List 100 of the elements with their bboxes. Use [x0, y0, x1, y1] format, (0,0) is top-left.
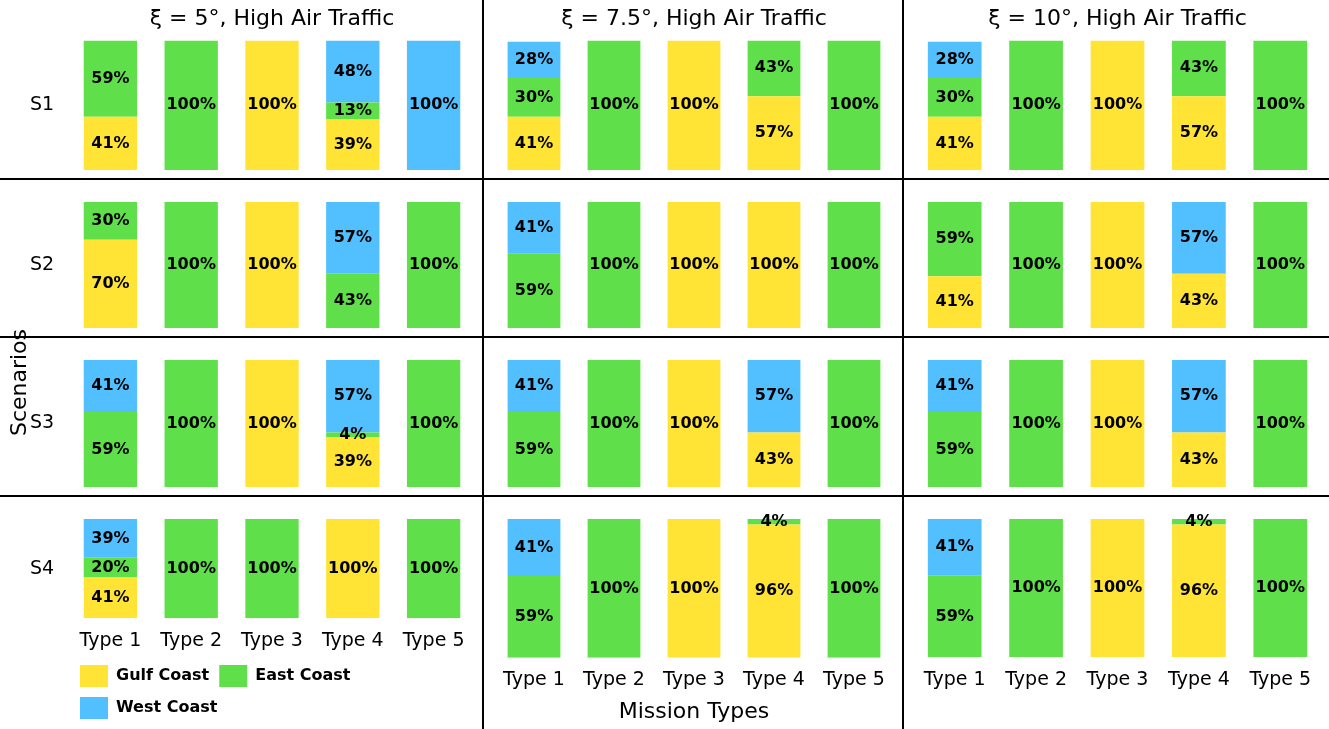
- x-tick-label: Type 1: [78, 627, 142, 650]
- data-label: 41%: [935, 132, 974, 152]
- x-tick-label: Type 2: [582, 667, 645, 690]
- data-label: 100%: [669, 94, 719, 114]
- data-label: 43%: [754, 448, 794, 468]
- data-label: 43%: [754, 57, 794, 77]
- data-label: 96%: [754, 580, 794, 600]
- data-label: 100%: [166, 557, 216, 577]
- data-label: 100%: [589, 94, 639, 114]
- bar: [83, 360, 138, 413]
- data-label: 100%: [669, 254, 719, 274]
- bar: [1172, 40, 1226, 97]
- bar: [164, 360, 218, 487]
- data-label: 48%: [333, 60, 372, 80]
- data-label: 100%: [247, 412, 297, 432]
- data-label: 43%: [1179, 57, 1219, 77]
- data-label: 100%: [1092, 254, 1143, 274]
- data-label: 100%: [1255, 94, 1306, 114]
- data-label: 100%: [247, 94, 297, 114]
- data-label: 30%: [935, 86, 974, 106]
- chart-title: ξ = 10°, High Air Traffic: [988, 4, 1247, 30]
- bar: [164, 40, 218, 170]
- data-label: 59%: [91, 438, 130, 458]
- data-label: 100%: [1011, 94, 1061, 114]
- y-axis-title: S4: [29, 555, 55, 578]
- data-label: 59%: [935, 605, 974, 625]
- data-label: 100%: [1011, 412, 1061, 432]
- x-tick-label: Type 2: [1004, 666, 1067, 689]
- bar: [927, 116, 982, 170]
- data-label: 20%: [91, 556, 130, 576]
- bar: [406, 360, 461, 487]
- data-label: 100%: [829, 254, 879, 274]
- data-label: 100%: [166, 94, 216, 114]
- bar: [326, 40, 380, 103]
- data-label: 100%: [1255, 412, 1306, 432]
- bar: [83, 412, 138, 487]
- y-axis-title: S3: [29, 410, 55, 433]
- bar: [587, 40, 641, 170]
- bar: [245, 40, 299, 170]
- legend-label: Gulf Coast: [116, 665, 210, 685]
- bar: [747, 96, 801, 170]
- data-label: 30%: [514, 86, 554, 106]
- data-label: 100%: [166, 412, 216, 432]
- bar: [245, 360, 299, 487]
- data-label: 100%: [589, 254, 639, 274]
- data-label: 100%: [829, 577, 879, 597]
- x-tick-label: Type 1: [502, 667, 565, 690]
- data-label: 100%: [669, 577, 719, 597]
- data-label: 59%: [514, 279, 554, 299]
- chart-title: ξ = 7.5°, High Air Traffic: [561, 4, 827, 30]
- x-tick-label: Type 4: [742, 667, 805, 690]
- data-label: 100%: [1255, 254, 1306, 274]
- legend-label: East Coast: [255, 665, 351, 685]
- data-label: 43%: [1179, 448, 1219, 468]
- data-label: 100%: [408, 254, 459, 274]
- bar: [827, 40, 881, 170]
- x-tick-label: Type 4: [1167, 666, 1230, 689]
- x-tick-label: Type 5: [401, 627, 465, 650]
- x-tick-label: Type 2: [159, 627, 223, 650]
- x-tick-label: Type 1: [922, 666, 986, 689]
- data-label: 41%: [514, 375, 554, 395]
- data-label: 41%: [935, 536, 974, 556]
- x-axis-title: Mission Types: [618, 697, 770, 723]
- data-label: 41%: [91, 375, 130, 395]
- data-label: 39%: [91, 527, 130, 547]
- data-label: 100%: [1092, 94, 1143, 114]
- data-label: 41%: [514, 216, 554, 236]
- data-label: 96%: [1179, 580, 1219, 600]
- y-axis-title: S1: [29, 92, 55, 115]
- x-tick-label: Type 5: [1248, 666, 1312, 689]
- data-label: 100%: [669, 412, 719, 432]
- data-label: 57%: [754, 385, 794, 405]
- data-label: 30%: [91, 210, 130, 230]
- data-label: 41%: [935, 375, 974, 395]
- bar: [667, 40, 721, 170]
- data-label: 100%: [829, 94, 879, 114]
- data-label: 28%: [514, 49, 554, 68]
- x-tick-label: Type 5: [822, 667, 885, 690]
- data-label: 41%: [935, 291, 974, 311]
- data-label: 100%: [247, 557, 297, 577]
- data-label: 59%: [935, 228, 974, 248]
- x-tick-label: Type 4: [320, 627, 384, 650]
- bar: [406, 40, 461, 170]
- data-label: 57%: [754, 122, 794, 142]
- data-label: 100%: [1092, 412, 1143, 432]
- data-label: 39%: [333, 133, 372, 153]
- data-label: 59%: [935, 438, 974, 458]
- bar: [1172, 96, 1226, 170]
- data-label: 100%: [589, 412, 639, 432]
- data-label: 100%: [166, 254, 216, 274]
- data-label: 70%: [91, 273, 130, 293]
- data-label: 28%: [935, 49, 974, 68]
- data-label: 100%: [408, 557, 459, 577]
- data-label: 100%: [589, 577, 639, 597]
- data-label: 100%: [408, 412, 459, 432]
- data-label: 39%: [333, 451, 372, 471]
- data-label: 41%: [91, 587, 130, 607]
- data-label: 57%: [333, 227, 372, 247]
- data-label: 43%: [1179, 290, 1219, 310]
- bar: [1253, 40, 1308, 170]
